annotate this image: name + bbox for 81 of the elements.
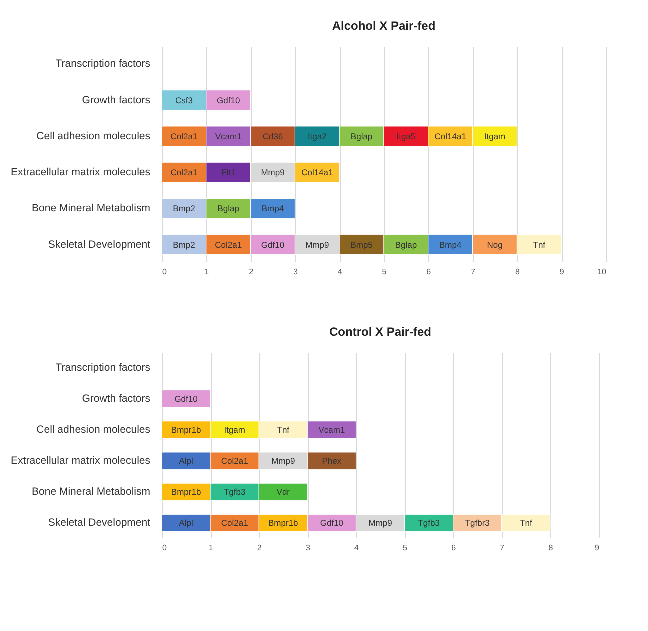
y-tick-label: Growth factors xyxy=(82,392,150,405)
x-tick-label: 9 xyxy=(560,268,565,276)
data-label: Cd36 xyxy=(262,131,284,142)
data-label: Tnf xyxy=(520,518,533,528)
x-tick-label: 7 xyxy=(471,268,476,276)
data-label: Csf3 xyxy=(175,95,194,106)
data-label: Bmp2 xyxy=(173,204,196,214)
data-label: Bmp5 xyxy=(350,240,374,250)
data-label: Phex xyxy=(322,456,342,466)
y-tick-label: Extracellular matrix molecules xyxy=(11,455,150,468)
data-label: Gdf10 xyxy=(261,240,285,250)
data-label: Gdf10 xyxy=(174,394,198,404)
data-label: Tnf xyxy=(533,240,546,250)
y-tick-label: Bone Mineral Metabolism xyxy=(32,202,151,215)
y-tick-label: Cell adhesion molecules xyxy=(36,424,150,436)
data-label: Col2a1 xyxy=(221,456,249,466)
data-label: Mmp9 xyxy=(261,168,286,178)
data-label: Bmpr1b xyxy=(171,424,202,435)
x-tick-label: 4 xyxy=(338,268,343,276)
data-label: Itga2 xyxy=(308,131,328,142)
y-tick-label: Bone Mineral Metabolism xyxy=(32,486,151,498)
y-tick-label: Transcription factors xyxy=(56,362,150,374)
x-tick-label: 10 xyxy=(598,268,608,276)
y-tick-label: Skeletal Development xyxy=(48,517,151,530)
data-label: Flt1 xyxy=(222,168,236,178)
data-label: Mmp9 xyxy=(306,240,330,250)
x-tick-label: 2 xyxy=(257,544,262,552)
y-tick-label: Extracellular matrix molecules xyxy=(11,166,150,179)
data-label: Bmpr1b xyxy=(268,518,299,528)
data-label: Col14a1 xyxy=(434,131,467,142)
data-label: Gdf10 xyxy=(217,95,240,106)
data-label: Bmpr1b xyxy=(171,487,202,498)
data-label: Alpl xyxy=(179,518,194,528)
data-label: Gdf10 xyxy=(320,518,344,528)
x-tick-label: 0 xyxy=(162,268,168,276)
data-label: Bmp4 xyxy=(262,204,284,214)
data-label: Col2a1 xyxy=(215,240,242,250)
data-label: Mmp9 xyxy=(272,456,296,466)
chart-title: Control X Pair-fed xyxy=(329,325,432,339)
data-label: Col14a1 xyxy=(302,168,334,178)
x-tick-label: 0 xyxy=(162,544,168,552)
data-label: Vcam1 xyxy=(215,131,242,142)
x-tick-label: 6 xyxy=(452,544,457,552)
data-label: Col2a1 xyxy=(170,131,198,142)
x-tick-label: 5 xyxy=(403,544,408,552)
y-tick-label: Cell adhesion molecules xyxy=(36,130,150,142)
x-tick-label: 7 xyxy=(500,544,506,552)
data-label: Tgfb3 xyxy=(224,487,246,498)
chart-title: Alcohol X Pair-fed xyxy=(332,19,436,33)
data-label: Bmp2 xyxy=(173,240,196,250)
x-tick-label: 2 xyxy=(249,268,254,276)
data-label: Mmp9 xyxy=(368,518,393,528)
data-label: Itgam xyxy=(224,424,246,435)
data-label: Tgfbr3 xyxy=(465,518,490,528)
x-tick-label: 8 xyxy=(515,268,520,276)
x-tick-label: 8 xyxy=(548,544,554,552)
data-label: Tnf xyxy=(277,424,290,435)
x-tick-label: 1 xyxy=(208,544,214,552)
y-tick-label: Skeletal Development xyxy=(48,238,151,251)
x-tick-label: 3 xyxy=(293,268,298,276)
data-label: Bglap xyxy=(350,131,373,142)
x-tick-label: 6 xyxy=(426,268,432,276)
data-label: Bglap xyxy=(218,204,240,214)
data-label: Tgfb3 xyxy=(418,518,440,528)
y-tick-label: Growth factors xyxy=(82,94,150,106)
data-label: Vcam1 xyxy=(318,424,346,435)
data-label: Itgam xyxy=(484,131,506,142)
data-label: Bmp4 xyxy=(439,240,462,250)
x-tick-label: 1 xyxy=(204,268,210,276)
x-tick-label: 3 xyxy=(306,544,311,552)
data-label: Nog xyxy=(487,240,504,250)
data-label: Bglap xyxy=(395,240,418,250)
data-label: Col2a1 xyxy=(221,518,249,528)
data-label: Vdr xyxy=(276,487,290,498)
data-label: Col2a1 xyxy=(170,168,198,178)
x-tick-label: 4 xyxy=(354,544,360,552)
y-tick-label: Transcription factors xyxy=(56,58,150,70)
x-tick-label: 5 xyxy=(382,268,388,276)
x-tick-label: 9 xyxy=(595,544,600,552)
data-label: Alpl xyxy=(179,456,194,466)
data-label: Itga5 xyxy=(396,131,416,142)
